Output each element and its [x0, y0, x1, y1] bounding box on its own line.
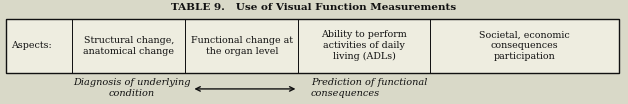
Bar: [298, 19, 430, 73]
Text: Prediction of functional
consequences: Prediction of functional consequences: [311, 78, 427, 98]
Text: TABLE 9.   Use of Visual Function Measurements: TABLE 9. Use of Visual Function Measurem…: [171, 3, 457, 12]
Text: Diagnosis of underlying
condition: Diagnosis of underlying condition: [73, 78, 191, 98]
Text: Ability to perform
activities of daily
living (ADLs): Ability to perform activities of daily l…: [322, 30, 407, 61]
Text: Functional change at
the organ level: Functional change at the organ level: [191, 36, 293, 56]
Text: Structural change,
anatomical change: Structural change, anatomical change: [84, 36, 174, 56]
Bar: [430, 19, 619, 73]
Bar: [6, 19, 619, 73]
Bar: [72, 19, 185, 73]
Bar: [185, 19, 298, 73]
Bar: [6, 19, 72, 73]
Text: Societal, economic
consequences
participation: Societal, economic consequences particip…: [479, 30, 570, 61]
Text: Aspects:: Aspects:: [11, 41, 52, 50]
